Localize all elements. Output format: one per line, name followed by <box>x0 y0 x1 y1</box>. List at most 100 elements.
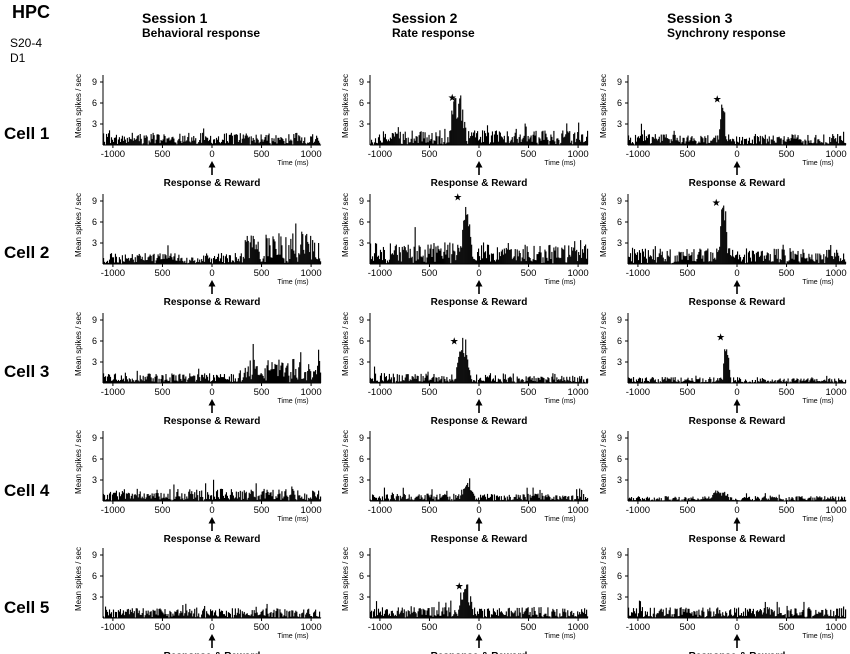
histogram-bar <box>409 379 411 383</box>
event-label: Response & Reward <box>431 297 528 308</box>
histogram-bar <box>176 610 178 618</box>
histogram-bar <box>640 381 643 383</box>
histogram-bar <box>809 497 811 501</box>
histogram-bar <box>702 607 704 618</box>
histogram-bar <box>584 608 586 618</box>
histogram-bar <box>193 375 195 383</box>
histogram-bar <box>563 137 565 145</box>
histogram-bar <box>788 616 790 618</box>
histogram-bar <box>748 496 751 501</box>
histogram-bar <box>449 242 451 264</box>
histogram-bar <box>432 498 434 501</box>
histogram-bar <box>370 143 372 145</box>
histogram-bar <box>465 339 467 383</box>
histogram-bar <box>771 496 773 501</box>
histogram-bar <box>224 256 227 264</box>
y-tick-label: 9 <box>617 550 622 560</box>
event-label: Response & Reward <box>164 178 261 189</box>
histogram-bar <box>583 379 585 383</box>
histogram-bar <box>181 142 183 145</box>
histogram-bar <box>419 131 421 145</box>
histogram-bar <box>827 257 829 264</box>
histogram-bar <box>552 608 554 618</box>
histogram-bar <box>493 494 495 501</box>
histogram-bar <box>147 257 149 264</box>
histogram-bar <box>647 381 649 383</box>
histogram-bar <box>502 373 504 383</box>
significance-star: ★ <box>716 332 725 343</box>
histogram-bar <box>791 614 793 618</box>
histogram-bar <box>727 253 729 264</box>
histogram-bar <box>841 496 843 501</box>
histogram-bar <box>783 249 785 264</box>
histogram-bar <box>446 490 448 501</box>
histogram-bar <box>214 610 217 618</box>
histogram-bar <box>256 366 258 383</box>
histogram-bar <box>755 252 757 264</box>
histogram-bar <box>291 249 293 264</box>
histogram-bar <box>218 142 221 145</box>
histogram-bar <box>726 612 728 618</box>
histogram-bar <box>468 602 470 618</box>
histogram-bar <box>233 134 235 145</box>
histogram-bar <box>452 615 454 618</box>
histogram-bar <box>206 375 208 383</box>
histogram-bar <box>103 376 106 383</box>
histogram-bar <box>750 261 753 264</box>
histogram-bar <box>720 613 722 618</box>
histogram-bar <box>137 380 139 383</box>
histogram-bar <box>191 610 193 618</box>
histogram-bar <box>794 608 796 618</box>
histogram-bar <box>283 141 285 145</box>
histogram-bar <box>309 614 311 618</box>
histogram-bar <box>710 498 712 501</box>
histogram-bar <box>691 612 693 618</box>
histogram-bar <box>653 607 655 618</box>
histogram-bar <box>276 254 278 264</box>
histogram-bar <box>500 381 502 383</box>
histogram-bar <box>458 494 460 501</box>
histogram-bar <box>177 140 179 145</box>
histogram-bar <box>205 483 207 501</box>
histogram-bar <box>672 134 674 145</box>
x-tick-label: -1000 <box>101 149 125 160</box>
histogram-bar <box>787 378 789 383</box>
histogram-bar <box>562 495 564 501</box>
y-tick-label: 3 <box>359 475 364 485</box>
histogram-bar <box>580 141 582 145</box>
histogram-bar <box>582 249 584 264</box>
histogram-bar <box>233 498 235 501</box>
histogram-bar <box>162 375 164 383</box>
histogram-bar <box>686 137 688 145</box>
histogram-bar <box>195 497 197 501</box>
histogram-bar <box>219 611 222 618</box>
histogram-bar <box>168 498 170 501</box>
histogram-bar <box>694 381 696 383</box>
histogram-bar <box>744 608 747 618</box>
histogram-bar <box>825 608 827 618</box>
histogram-bar <box>717 607 719 618</box>
histogram-bar <box>473 132 475 145</box>
histogram-bar <box>427 371 429 383</box>
histogram-bar <box>264 137 266 145</box>
histogram-bar <box>719 246 721 264</box>
histogram-bar <box>700 499 702 501</box>
histogram-bar <box>503 614 505 618</box>
histogram-bar <box>270 257 272 264</box>
histogram-bar <box>232 495 234 501</box>
histogram-bar <box>501 499 503 501</box>
histogram-bar <box>276 364 278 383</box>
histogram-bar <box>181 493 183 501</box>
histogram-bar <box>819 496 821 501</box>
histogram-bar <box>180 258 182 264</box>
histogram-bar <box>689 255 691 264</box>
histogram-bar <box>172 613 174 618</box>
histogram-bar <box>830 609 832 618</box>
histogram-bar <box>565 262 567 264</box>
histogram-bar <box>704 496 706 501</box>
histogram-bar <box>516 376 518 383</box>
histogram-bar <box>248 492 250 501</box>
histogram-bar <box>670 377 672 383</box>
histogram-bar <box>481 610 484 618</box>
histogram-bar <box>715 135 717 145</box>
